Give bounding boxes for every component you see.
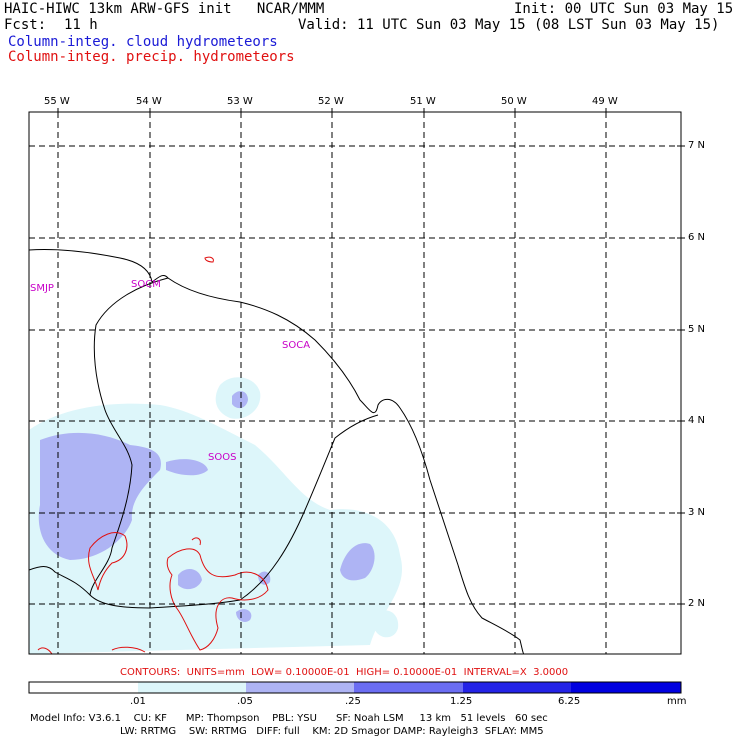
station-soca: SOCA [282, 340, 311, 351]
colorbar-tick-2: .25 [345, 696, 361, 707]
colorbar-tick-3: 1.25 [450, 696, 473, 707]
model-info-line1: Model Info: V3.6.1 CU: KF MP: Thompson P… [30, 713, 548, 724]
precip-contours [37, 256, 269, 654]
colorbar-tick-0: .01 [130, 696, 146, 707]
lat-label-5n: 5 N [688, 324, 706, 335]
forecast-label: Fcst: [4, 17, 47, 33]
station-smjp: SMJP [30, 283, 54, 294]
forecast-hour: 11 h [64, 17, 98, 33]
valid-time: Valid: 11 UTC Sun 03 May 15 (08 LST Sun … [298, 17, 720, 33]
axis-ticks [57, 108, 685, 605]
lon-label-50w: 50 W [501, 96, 527, 107]
lon-label-53w: 53 W [227, 96, 253, 107]
lon-label-51w: 51 W [410, 96, 436, 107]
station-socm: SOCM [131, 279, 161, 290]
lon-label-54w: 54 W [136, 96, 162, 107]
lon-label-49w: 49 W [592, 96, 618, 107]
graticule [29, 112, 681, 654]
legend-cloud-hydrometeors: Column-integ. cloud hydrometeors [8, 34, 278, 50]
init-time: Init: 00 UTC Sun 03 May 15 [514, 1, 734, 17]
lon-label-55w: 55 W [44, 96, 70, 107]
lat-label-3n: 3 N [688, 507, 706, 518]
colorbar-unit: mm [667, 696, 687, 707]
lat-label-4n: 4 N [688, 415, 706, 426]
colorbar-tick-4: 6.25 [558, 696, 581, 707]
chart-title: HAIC-HIWC 13km ARW-GFS init NCAR/MMM [4, 1, 325, 17]
station-soos: SOOS [208, 452, 237, 463]
lat-label-7n: 7 N [688, 140, 706, 151]
lon-label-52w: 52 W [318, 96, 344, 107]
legend-precip-hydrometeors: Column-integ. precip. hydrometeors [8, 49, 295, 65]
coastline [29, 248, 525, 654]
model-info-line2: LW: RRTMG SW: RRTMG DIFF: full KM: 2D Sm… [120, 726, 544, 737]
colorbar-tick-1: .05 [237, 696, 253, 707]
cloud-hydrometeor-fill [29, 377, 403, 654]
lat-label-2n: 2 N [688, 598, 706, 609]
lat-label-6n: 6 N [688, 232, 706, 243]
contours-info: CONTOURS: UNITS=mm LOW= 0.10000E-01 HIGH… [120, 667, 569, 678]
